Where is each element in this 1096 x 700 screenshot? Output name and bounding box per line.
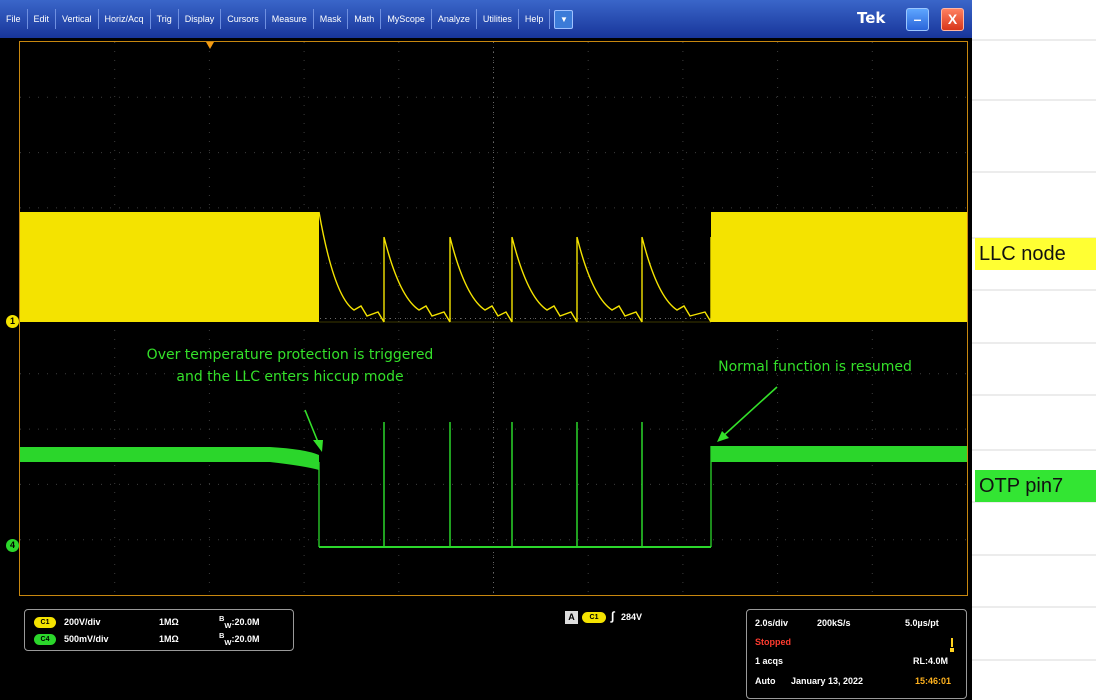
status-bar: C1 200V/div 1MΩ BW:20.0M C4 500mV/div 1M… (0, 600, 972, 700)
menu-horiz-acq[interactable]: Horiz/Acq (99, 9, 151, 29)
menu-analyze[interactable]: Analyze (432, 9, 477, 29)
ch4-bw-prefix: B (219, 631, 225, 641)
oscilloscope-screen: File Edit Vertical Horiz/Acq Trig Displa… (0, 0, 972, 700)
trigger-level: 284V (621, 612, 643, 622)
annotation-otp-line1: Over temperature protection is triggered (146, 347, 434, 363)
ch1-bandwidth: BW:20.0M (219, 614, 260, 630)
menu-trig[interactable]: Trig (151, 9, 179, 29)
annotation-otp-line2: and the LLC enters hiccup mode (176, 369, 404, 385)
annotation-arrowhead-right (717, 431, 729, 442)
menu-vertical[interactable]: Vertical (56, 9, 99, 29)
ch1-badge: C1 (34, 616, 56, 628)
otp-band-left (20, 447, 319, 470)
trigger-source: C1 (582, 612, 606, 623)
ch4-bw-value: :20.0M (231, 634, 260, 645)
trace-label-otp: OTP pin7 (975, 470, 1096, 502)
acq-count: 1 acqs (755, 656, 784, 666)
menu-bar: File Edit Vertical Horiz/Acq Trig Displa… (0, 0, 972, 38)
trace-label-llc: LLC node (975, 238, 1096, 270)
ch4-settings-row[interactable]: C4 500mV/div 1MΩ BW:20.0M (34, 631, 260, 647)
rising-edge-icon: ∫ (611, 609, 615, 623)
timebase: 2.0s/div (755, 618, 789, 628)
record-length: RL:4.0M (913, 656, 949, 666)
acq-time: 15:46:01 (915, 676, 952, 686)
acq-date: January 13, 2022 (791, 676, 864, 686)
acq-mode: Auto (755, 676, 776, 686)
ch1-bw-value: :20.0M (231, 617, 260, 628)
ch1-bw-prefix: B (219, 614, 225, 624)
menu-display[interactable]: Display (179, 9, 222, 29)
menu-edit[interactable]: Edit (28, 9, 57, 29)
annotation-otp-triggered: Over temperature protection is triggered… (120, 344, 460, 388)
acquisition-panel[interactable]: 2.0s/div 200kS/s 5.0µs/pt Stopped 1 acqs… (746, 609, 967, 699)
trigger-indicator-icon (950, 638, 954, 652)
menu-math[interactable]: Math (348, 9, 382, 29)
trigger-label: A (565, 611, 578, 624)
ch4-bw-sub: W (224, 637, 232, 647)
menu-file[interactable]: File (0, 9, 28, 29)
ch4-ground-marker[interactable]: 4 (6, 539, 19, 552)
resolution: 5.0µs/pt (905, 618, 939, 628)
menu-myscope[interactable]: MyScope (381, 9, 432, 29)
channel-settings-panel[interactable]: C1 200V/div 1MΩ BW:20.0M C4 500mV/div 1M… (24, 609, 294, 651)
ch1-scale: 200V/div (64, 617, 101, 627)
annotation-arrowhead-left (313, 440, 323, 452)
otp-band-right (711, 446, 967, 462)
waveform-display (20, 42, 967, 595)
menu-utilities[interactable]: Utilities (477, 9, 519, 29)
trigger-position-marker (206, 42, 214, 49)
menu-mask[interactable]: Mask (314, 9, 349, 29)
ch1-impedance: 1MΩ (159, 617, 179, 627)
llc-hiccup-trace (318, 211, 712, 323)
annotation-arrow-right (721, 386, 778, 438)
annotation-resumed: Normal function is resumed (718, 359, 912, 375)
side-gridlines (972, 39, 1096, 661)
llc-switching-block-left (20, 212, 319, 322)
menu-measure[interactable]: Measure (266, 9, 314, 29)
minimize-icon[interactable]: – (906, 8, 929, 31)
tek-logo: Tek (857, 9, 886, 27)
ch4-bandwidth: BW:20.0M (219, 631, 260, 647)
trigger-panel[interactable]: A C1 ∫ 284V (565, 609, 741, 627)
sample-rate: 200kS/s (817, 618, 851, 628)
ch1-bw-sub: W (224, 620, 232, 630)
chevron-down-icon[interactable]: ▼ (554, 9, 574, 29)
ch1-ground-marker[interactable]: 1 (6, 315, 19, 328)
menu-cursors[interactable]: Cursors (221, 9, 266, 29)
ch1-settings-row[interactable]: C1 200V/div 1MΩ BW:20.0M (34, 614, 260, 630)
menu-help[interactable]: Help (519, 9, 551, 29)
llc-switching-block-right (711, 212, 967, 322)
ch4-badge: C4 (34, 633, 56, 645)
acq-state: Stopped (755, 637, 791, 647)
close-icon[interactable]: X (941, 8, 964, 31)
ch4-impedance: 1MΩ (159, 634, 179, 644)
plot-area (19, 41, 968, 596)
ch4-scale: 500mV/div (64, 634, 109, 644)
